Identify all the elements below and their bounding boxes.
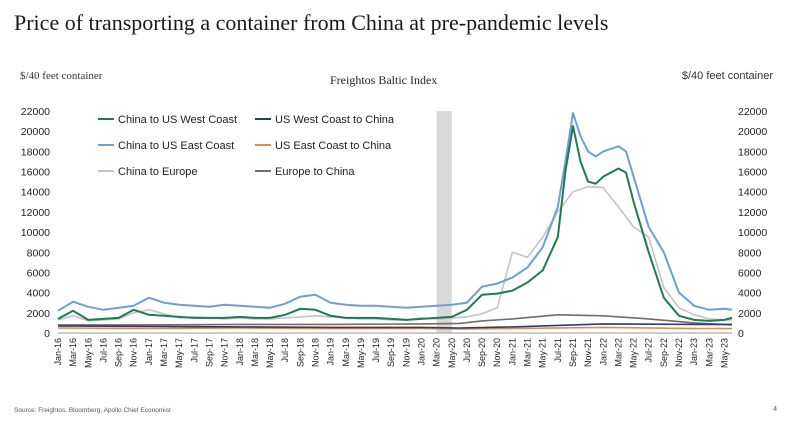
left-axis-unit: $/40 feet container (20, 70, 103, 82)
series-line-us-west-coast-to-china (57, 323, 732, 329)
y-tick-left-20000: 20000 (21, 126, 50, 138)
x-tick-Sep-21: Sep-21 (568, 338, 578, 367)
y-tick-left-10000: 10000 (21, 227, 50, 239)
x-tick-Sep-17: Sep-17 (204, 338, 214, 367)
series-line-china-to-us-east-coast (57, 112, 733, 312)
x-tick-Nov-21: Nov-21 (583, 338, 593, 367)
y-tick-left-22000: 22000 (21, 106, 50, 118)
x-tick-Jan-23: Jan-23 (689, 338, 699, 366)
x-tick-Sep-19: Sep-19 (386, 338, 396, 367)
x-tick-Nov-20: Nov-20 (492, 338, 502, 367)
y-tick-left-8000: 8000 (27, 247, 51, 259)
y-tick-left-12000: 12000 (21, 207, 50, 219)
x-tick-Mar-21: Mar-21 (523, 338, 533, 367)
x-tick-Jan-16: Jan-16 (53, 338, 63, 366)
y-tick-right-0: 0 (738, 328, 744, 340)
legend-label-china-to-us-west-coast: China to US West Coast (118, 114, 237, 126)
x-tick-May-16: May-16 (83, 338, 93, 368)
series-line-europe-to-china (58, 314, 733, 326)
x-tick-Mar-19: Mar-19 (341, 338, 351, 367)
legend-label-us-east-coast-to-china: US East Coast to China (275, 140, 392, 152)
x-tick-May-20: May-20 (447, 338, 457, 368)
x-tick-Jan-20: Jan-20 (417, 338, 427, 366)
x-tick-Nov-18: Nov-18 (310, 338, 320, 367)
page-number: 4 (773, 406, 777, 413)
x-tick-Sep-20: Sep-20 (477, 338, 487, 367)
x-tick-Jul-16: Jul-16 (98, 338, 108, 363)
legend-label-us-west-coast-to-china: US West Coast to China (275, 114, 395, 126)
y-tick-right-16000: 16000 (738, 167, 767, 179)
series-line-china-to-us-west-coast (57, 125, 733, 322)
x-tick-Jan-18: Jan-18 (235, 338, 245, 366)
x-tick-Mar-22: Mar-22 (613, 338, 623, 367)
y-tick-right-22000: 22000 (738, 106, 767, 118)
x-tick-Jul-22: Jul-22 (644, 338, 654, 363)
x-tick-Sep-18: Sep-18 (295, 338, 305, 367)
x-tick-Jul-17: Jul-17 (189, 338, 199, 363)
chart-title: Freightos Baltic Index (330, 73, 438, 87)
x-tick-Jul-21: Jul-21 (553, 338, 563, 363)
x-tick-May-23: May-23 (719, 338, 729, 368)
x-tick-May-17: May-17 (174, 338, 184, 368)
legend-label-china-to-europe: China to Europe (118, 166, 198, 178)
y-tick-right-12000: 12000 (738, 207, 767, 219)
x-tick-Mar-16: Mar-16 (68, 338, 78, 367)
y-tick-left-18000: 18000 (21, 146, 50, 158)
y-tick-left-2000: 2000 (27, 308, 51, 320)
x-tick-May-18: May-18 (265, 338, 275, 368)
x-tick-Jul-20: Jul-20 (462, 338, 472, 363)
y-tick-left-16000: 16000 (21, 167, 50, 179)
y-tick-right-2000: 2000 (738, 308, 762, 320)
y-tick-right-6000: 6000 (738, 267, 762, 279)
x-tick-Nov-22: Nov-22 (674, 338, 684, 367)
x-tick-Sep-16: Sep-16 (114, 338, 124, 367)
y-tick-left-6000: 6000 (27, 267, 51, 279)
right-axis-unit: $/40 feet container (681, 70, 773, 82)
y-tick-right-8000: 8000 (738, 247, 762, 259)
y-tick-right-14000: 14000 (738, 187, 767, 199)
x-tick-May-22: May-22 (629, 338, 639, 368)
x-tick-Nov-16: Nov-16 (129, 338, 139, 367)
x-tick-Jan-22: Jan-22 (598, 338, 608, 366)
legend-label-china-to-us-east-coast: China to US East Coast (118, 140, 234, 152)
x-tick-Sep-22: Sep-22 (659, 338, 669, 367)
y-tick-right-20000: 20000 (738, 126, 767, 138)
source-note: Source: Freightos, Bloomberg, Apollo Chi… (14, 407, 171, 414)
y-tick-left-4000: 4000 (27, 288, 51, 300)
x-tick-Mar-18: Mar-18 (250, 338, 260, 367)
x-tick-Mar-23: Mar-23 (704, 338, 714, 367)
x-tick-Jul-19: Jul-19 (371, 338, 381, 363)
page-title: Price of transporting a container from C… (14, 10, 609, 35)
y-tick-right-4000: 4000 (738, 288, 762, 300)
x-tick-May-21: May-21 (538, 338, 548, 368)
shaded-region (436, 111, 452, 333)
y-tick-right-18000: 18000 (738, 146, 767, 158)
x-tick-Mar-17: Mar-17 (159, 338, 169, 367)
x-tick-Jul-18: Jul-18 (280, 338, 290, 363)
x-tick-Nov-17: Nov-17 (220, 338, 230, 367)
x-tick-Jan-17: Jan-17 (144, 338, 154, 366)
x-tick-Jan-21: Jan-21 (507, 338, 517, 366)
x-tick-Mar-20: Mar-20 (432, 338, 442, 367)
x-tick-May-19: May-19 (356, 338, 366, 368)
x-tick-Jan-19: Jan-19 (326, 338, 336, 366)
legend-label-europe-to-china: Europe to China (275, 166, 355, 178)
y-tick-right-10000: 10000 (738, 227, 767, 239)
y-tick-left-0: 0 (44, 328, 50, 340)
x-tick-Nov-19: Nov-19 (401, 338, 411, 367)
y-tick-left-14000: 14000 (21, 187, 50, 199)
series-line-us-east-coast-to-china (57, 326, 732, 330)
